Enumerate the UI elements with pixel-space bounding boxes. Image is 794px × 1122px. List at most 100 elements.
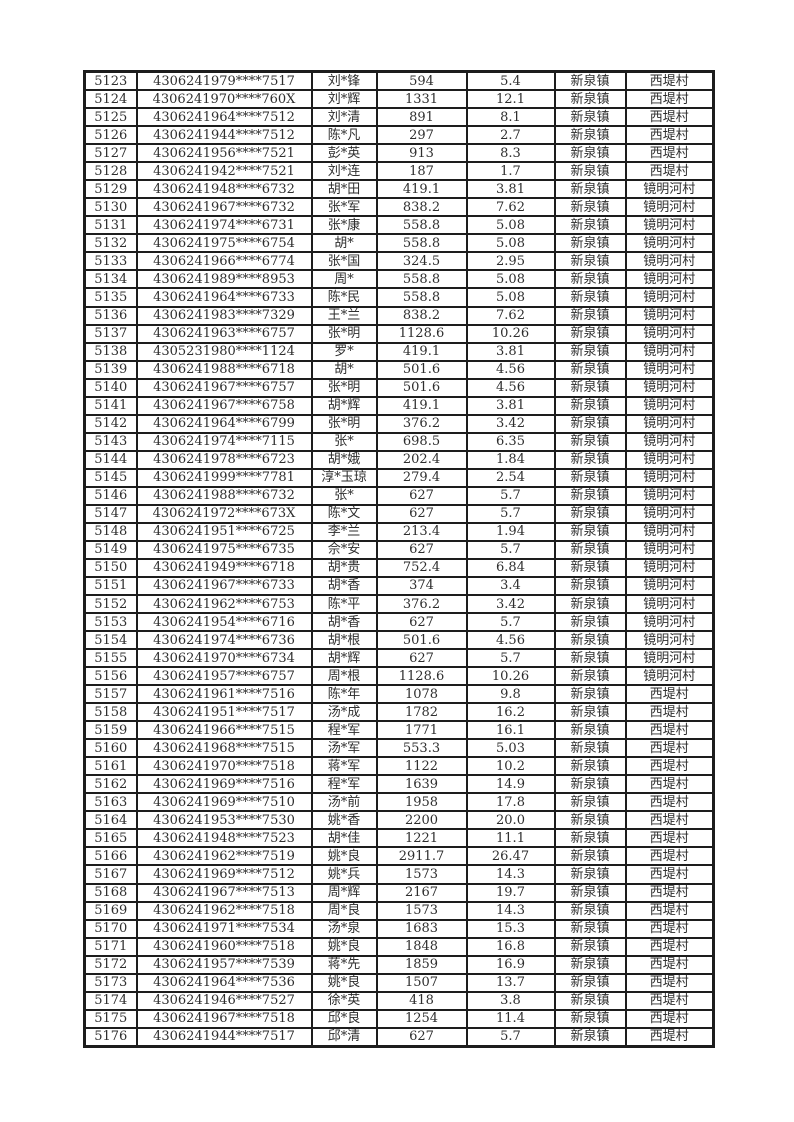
cell-village: 镜明河村 — [624, 377, 715, 398]
cell-name: 彭*英 — [310, 143, 378, 164]
cell-value-1: 1683 — [375, 918, 468, 939]
table-row: 5136 4306241983****7329 王*兰 838.2 7.62 新泉镇 镜明河… — [83, 305, 715, 326]
cell-value-1: 752.4 — [375, 557, 468, 578]
table-row: 5132 4306241975****6754 胡* 558.8 5.08 新泉镇 镜明河村 — [83, 233, 715, 254]
cell-village: 西堤村 — [624, 900, 715, 921]
cell-name: 张*明 — [310, 413, 378, 434]
cell-name: 胡* — [310, 233, 378, 254]
cell-value-2: 10.26 — [465, 323, 556, 344]
cell-name: 陈*平 — [310, 593, 378, 615]
table-row: 5127 4306241956****7521 彭*英 913 8.3 新泉镇 西堤村 — [83, 143, 715, 164]
cell-village: 镜明河村 — [624, 485, 715, 506]
cell-village: 西堤村 — [624, 161, 715, 182]
cell-value-1: 1507 — [375, 972, 468, 993]
cell-value-1: 376.2 — [375, 413, 468, 434]
cell-value-1: 1078 — [375, 684, 468, 705]
cell-id-number: 4306241974****6736 — [135, 630, 313, 651]
cell-value-1: 891 — [375, 107, 468, 128]
table-row: 5171 4306241960****7518 姚*良 1848 16.8 新泉镇 西堤村 — [83, 936, 715, 957]
cell-village: 镜明河村 — [624, 233, 715, 254]
cell-town: 新泉镇 — [553, 792, 627, 813]
cell-id-number: 4306241946****7527 — [135, 990, 313, 1011]
table-row: 5138 4305231980****1124 罗* 419.1 3.81 新泉镇 镜明河村 — [83, 341, 715, 362]
cell-id-number: 4306241999****7781 — [135, 467, 313, 488]
table-row: 5147 4306241972****673X 陈*文 627 5.7 新泉镇 镜明河村 — [83, 503, 715, 524]
cell-name: 陈*文 — [310, 503, 378, 524]
cell-value-1: 501.6 — [375, 630, 468, 651]
table-row: 5151 4306241967****6733 胡*香 374 3.4 新泉镇 镜明河村 — [83, 575, 715, 597]
cell-village: 镜明河村 — [624, 413, 715, 434]
cell-name: 姚*兵 — [310, 864, 378, 885]
record-table: 5123 4306241979****7517 刘*锋 594 5.4 新泉镇 西堤村 512… — [83, 70, 715, 1048]
table-row: 5128 4306241942****7521 刘*连 187 1.7 新泉镇 西堤村 — [83, 161, 715, 182]
cell-value-2: 5.7 — [465, 503, 556, 524]
cell-town: 新泉镇 — [553, 972, 627, 993]
cell-village: 西堤村 — [624, 972, 715, 993]
cell-value-1: 419.1 — [375, 179, 468, 200]
table-row: 5160 4306241968****7515 汤*军 553.3 5.03 新泉镇 西堤村 — [83, 738, 715, 759]
cell-town: 新泉镇 — [553, 449, 627, 470]
cell-serial-number: 5124 — [83, 89, 138, 110]
cell-name: 张* — [310, 485, 378, 506]
cell-village: 镜明河村 — [624, 341, 715, 362]
cell-town: 新泉镇 — [553, 954, 627, 975]
cell-town: 新泉镇 — [553, 305, 627, 326]
cell-value-1: 698.5 — [375, 431, 468, 452]
cell-value-1: 627 — [375, 539, 468, 560]
cell-value-2: 13.7 — [465, 972, 556, 993]
cell-town: 新泉镇 — [553, 485, 627, 506]
table-row: 5169 4306241962****7518 周*良 1573 14.3 新泉镇 西堤村 — [83, 900, 715, 921]
cell-town: 新泉镇 — [553, 648, 627, 669]
cell-village: 镜明河村 — [624, 323, 715, 344]
cell-name: 汤*成 — [310, 702, 378, 723]
cell-name: 邱*清 — [310, 1026, 378, 1048]
cell-town: 新泉镇 — [553, 521, 627, 542]
cell-name: 陈*年 — [310, 684, 378, 705]
cell-village: 西堤村 — [624, 684, 715, 705]
cell-name: 淳*玉琼 — [310, 467, 378, 488]
cell-village: 西堤村 — [624, 990, 715, 1011]
table-row: 5164 4306241953****7530 姚*香 2200 20.0 新泉镇 西堤村 — [83, 810, 715, 831]
cell-value-2: 12.1 — [465, 89, 556, 110]
cell-serial-number: 5175 — [83, 1008, 138, 1029]
cell-serial-number: 5127 — [83, 143, 138, 164]
table-row: 5148 4306241951****6725 李*兰 213.4 1.94 新泉镇 镜明河… — [83, 521, 715, 542]
cell-value-2: 9.8 — [465, 684, 556, 705]
table-body: 5123 4306241979****7517 刘*锋 594 5.4 新泉镇 西堤村 512… — [83, 70, 715, 1048]
cell-name: 胡*贵 — [310, 557, 378, 578]
cell-value-2: 15.3 — [465, 918, 556, 939]
table-row: 5170 4306241971****7534 汤*泉 1683 15.3 新泉镇 西堤村 — [83, 918, 715, 939]
cell-serial-number: 5136 — [83, 305, 138, 326]
cell-value-2: 14.3 — [465, 900, 556, 921]
table-row: 5155 4306241970****6734 胡*辉 627 5.7 新泉镇 镜明河村 — [83, 648, 715, 669]
table-row: 5143 4306241974****7115 张* 698.5 6.35 新泉镇 镜明河村 — [83, 431, 715, 452]
cell-village: 西堤村 — [624, 1026, 715, 1048]
cell-serial-number: 5125 — [83, 107, 138, 128]
cell-id-number: 4306241944****7517 — [135, 1026, 313, 1048]
cell-village: 镜明河村 — [624, 431, 715, 452]
cell-serial-number: 5157 — [83, 684, 138, 705]
cell-id-number: 4306241964****6799 — [135, 413, 313, 434]
cell-id-number: 4306241974****7115 — [135, 431, 313, 452]
cell-town: 新泉镇 — [553, 467, 627, 488]
cell-town: 新泉镇 — [553, 89, 627, 110]
cell-serial-number: 5145 — [83, 467, 138, 488]
cell-name: 周*根 — [310, 666, 378, 687]
cell-name: 蒋*军 — [310, 756, 378, 777]
cell-value-1: 1254 — [375, 1008, 468, 1029]
cell-serial-number: 5140 — [83, 377, 138, 398]
cell-serial-number: 5141 — [83, 395, 138, 416]
cell-id-number: 4306241967****7513 — [135, 882, 313, 903]
table-row: 5176 4306241944****7517 邱*清 627 5.7 新泉镇 西堤村 — [83, 1026, 715, 1048]
cell-village: 镜明河村 — [624, 359, 715, 380]
cell-name: 刘*锋 — [310, 70, 378, 92]
cell-town: 新泉镇 — [553, 702, 627, 723]
table-row: 5157 4306241961****7516 陈*年 1078 9.8 新泉镇 西堤村 — [83, 684, 715, 705]
cell-value-1: 419.1 — [375, 341, 468, 362]
table-row: 5131 4306241974****6731 张*康 558.8 5.08 新泉镇 镜明河… — [83, 215, 715, 236]
cell-id-number: 4306241978****6723 — [135, 449, 313, 470]
cell-id-number: 4306241970****6734 — [135, 648, 313, 669]
cell-value-2: 14.9 — [465, 774, 556, 795]
cell-value-1: 594 — [375, 70, 468, 92]
cell-town: 新泉镇 — [553, 882, 627, 903]
